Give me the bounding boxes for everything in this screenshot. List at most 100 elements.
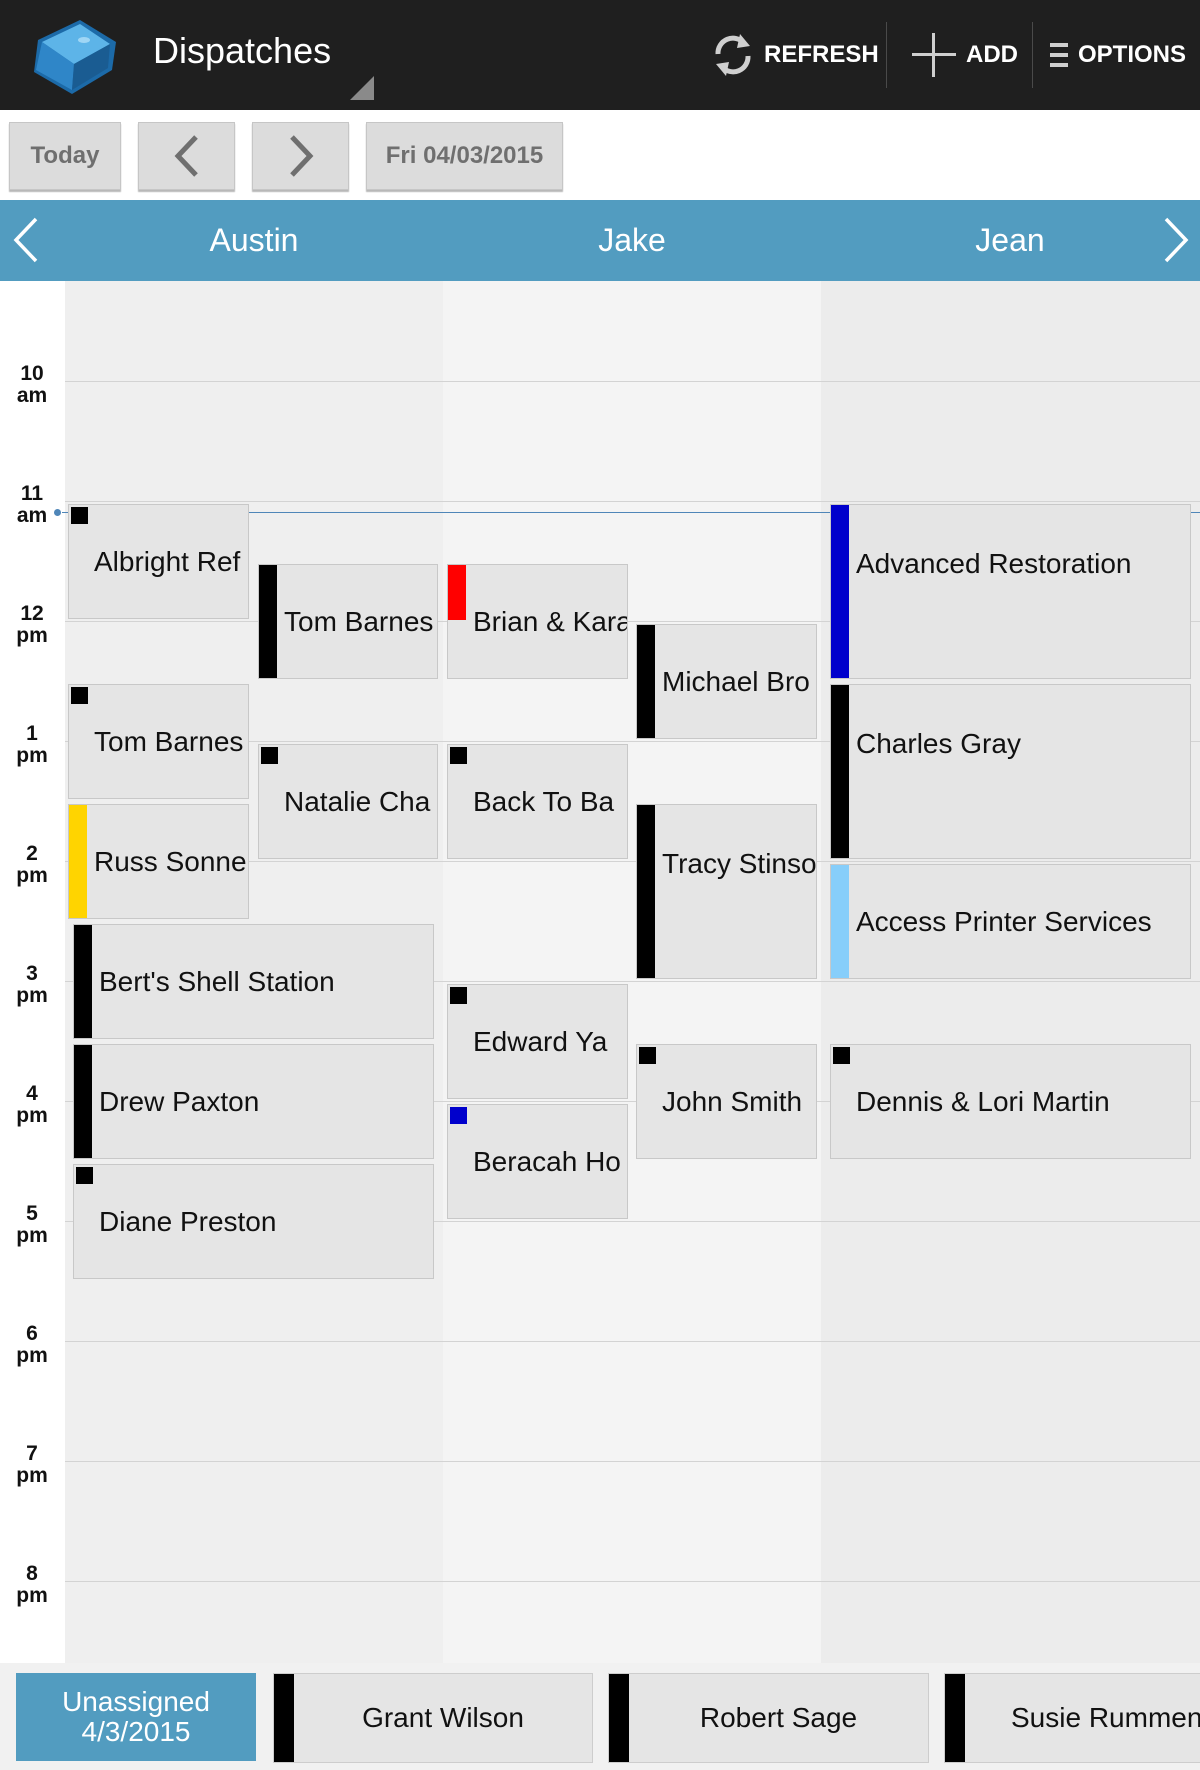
date-navigation-bar: Today Fri 04/03/2015 (0, 110, 1200, 200)
dispatch-event[interactable]: Michael Bro (636, 624, 817, 739)
previous-day-button[interactable] (138, 122, 235, 190)
event-status-marker (637, 805, 655, 978)
hour-gridline (65, 861, 1200, 862)
app-logo-icon[interactable] (28, 12, 120, 100)
unassigned-dispatch-card[interactable]: Susie Rummen (944, 1673, 1200, 1763)
schedule-grid[interactable]: 10 am 11 am 12 pm 1 pm 2 pm 3 pm 4 pm 5 pm 6 pm 7… (0, 281, 1200, 1663)
event-status-marker (69, 805, 87, 918)
event-status-marker (609, 1674, 629, 1762)
time-label: 7 pm (16, 1442, 48, 1487)
dispatch-event[interactable]: Russ Sonne (68, 804, 249, 919)
event-status-marker (448, 565, 466, 620)
event-status-marker (450, 747, 467, 764)
event-status-marker (833, 1047, 850, 1064)
dispatch-event[interactable]: Charles Gray (830, 684, 1191, 859)
event-label: Advanced Restoration (856, 548, 1132, 579)
event-status-marker (831, 505, 849, 678)
time-label: 4 pm (16, 1082, 48, 1127)
dispatch-event[interactable]: Access Printer Services (830, 864, 1191, 979)
options-button[interactable]: OPTIONS (1048, 0, 1186, 110)
hour-gridline (65, 1461, 1200, 1462)
dispatch-event[interactable]: Bert's Shell Station (73, 924, 434, 1039)
hour-gridline (65, 621, 1200, 622)
event-label: Michael Bro (662, 665, 810, 697)
event-label: Beracah Ho (473, 1145, 621, 1177)
action-separator (886, 22, 887, 88)
unassigned-dispatch-card[interactable]: Grant Wilson (273, 1673, 593, 1763)
event-label: Edward Ya (473, 1025, 608, 1057)
time-label: 2 pm (16, 842, 48, 887)
event-status-marker (637, 625, 655, 738)
event-status-marker (259, 565, 277, 678)
event-status-marker (450, 1107, 467, 1124)
event-label: Back To Ba (473, 785, 615, 817)
overflow-menu-icon (1050, 43, 1068, 67)
event-status-marker (945, 1674, 965, 1762)
event-status-marker (261, 747, 278, 764)
today-button[interactable]: Today (9, 122, 121, 190)
event-status-marker (74, 1045, 92, 1158)
event-label: Access Printer Services (856, 905, 1152, 937)
add-label: ADD (966, 41, 1018, 68)
refresh-button[interactable]: REFRESH (710, 0, 879, 110)
chevron-left-icon[interactable] (8, 215, 48, 265)
add-button[interactable]: ADD (910, 0, 1018, 110)
time-label: 6 pm (16, 1322, 48, 1367)
app-title[interactable]: Dispatches (153, 30, 332, 71)
event-label: Drew Paxton (99, 1085, 260, 1117)
unassigned-bar: Unassigned 4/3/2015 Grant Wilson Robert … (0, 1663, 1200, 1770)
technician-header: Austin Jake Jean (0, 200, 1200, 281)
time-label: 11 am (16, 482, 48, 527)
dispatch-event[interactable]: Albright Ref (68, 504, 249, 619)
event-label: Brian & Kara (473, 605, 627, 637)
card-label: Susie Rummen (1011, 1702, 1200, 1733)
event-status-marker (639, 1047, 656, 1064)
dispatch-event[interactable]: Natalie Cha (258, 744, 438, 859)
event-status-marker (76, 1167, 93, 1184)
event-label: Charles Gray (856, 728, 1021, 759)
time-label: 5 pm (16, 1202, 48, 1247)
dispatch-event[interactable]: Drew Paxton (73, 1044, 434, 1159)
dispatch-event[interactable]: Tom Barnes (258, 564, 438, 679)
dispatch-event[interactable]: Edward Ya (447, 984, 628, 1099)
event-label: John Smith (662, 1085, 803, 1117)
event-label: Natalie Cha (284, 785, 431, 817)
event-label: Tom Barnes (94, 725, 244, 757)
dispatch-event[interactable]: Dennis & Lori Martin (830, 1044, 1191, 1159)
dispatch-event[interactable]: John Smith (636, 1044, 817, 1159)
time-label: 10 am (16, 362, 48, 407)
technician-column-header[interactable]: Jake (598, 222, 666, 258)
event-status-marker (450, 987, 467, 1004)
chevron-right-icon[interactable] (1154, 215, 1194, 265)
dispatch-event[interactable]: Beracah Ho (447, 1104, 628, 1219)
dispatch-event[interactable]: Back To Ba (447, 744, 628, 859)
technician-column-header[interactable]: Jean (975, 222, 1045, 258)
date-picker-button[interactable]: Fri 04/03/2015 (366, 122, 563, 190)
hour-gridline (65, 981, 1200, 982)
unassigned-title: Unassigned (62, 1686, 210, 1717)
current-time-line (62, 512, 1200, 513)
technician-column-header[interactable]: Austin (209, 222, 299, 258)
dispatch-event[interactable]: Advanced Restoration (830, 504, 1191, 679)
event-label: Albright Ref (94, 545, 241, 577)
unassigned-dispatch-card[interactable]: Robert Sage (608, 1673, 929, 1763)
next-day-button[interactable] (252, 122, 349, 190)
dispatch-event[interactable]: Diane Preston (73, 1164, 434, 1279)
action-bar: Dispatches REFRESH ADD OPTIONS (0, 0, 1200, 110)
chevron-right-icon (289, 135, 313, 177)
unassigned-date-button[interactable]: Unassigned 4/3/2015 (16, 1673, 256, 1761)
time-label: 1 pm (16, 722, 48, 767)
event-label: Diane Preston (99, 1205, 277, 1237)
options-label: OPTIONS (1078, 41, 1187, 68)
event-status-marker (71, 507, 88, 524)
unassigned-date: 4/3/2015 (81, 1716, 191, 1747)
hour-gridline (65, 381, 1200, 382)
hour-gridline (65, 1581, 1200, 1582)
hour-gridline (65, 1101, 1200, 1102)
dispatch-event[interactable]: Brian & Kara (447, 564, 628, 679)
hour-gridline (65, 741, 1200, 742)
dispatch-event[interactable]: Tom Barnes (68, 684, 249, 799)
event-label: Dennis & Lori Martin (856, 1085, 1110, 1117)
dispatch-event[interactable]: Tracy Stinso (636, 804, 817, 979)
time-label: 8 pm (16, 1562, 48, 1607)
